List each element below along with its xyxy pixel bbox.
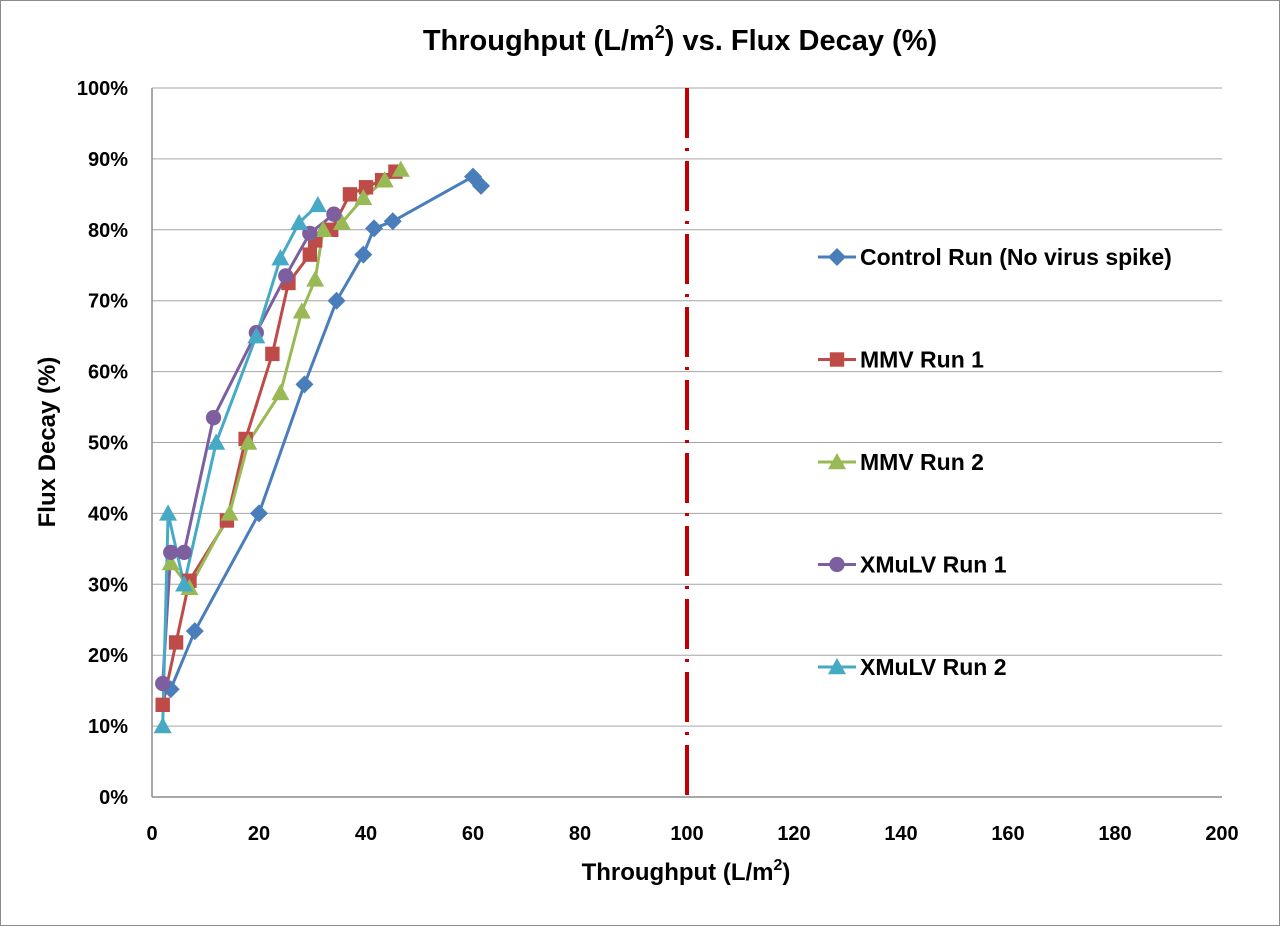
data-point — [829, 556, 845, 573]
y-tick-label: 60% — [88, 362, 128, 384]
data-point — [302, 247, 318, 262]
legend-label: MMV Run 2 — [860, 449, 984, 475]
x-tick-label: 140 — [884, 823, 917, 845]
data-point — [163, 544, 179, 561]
data-point — [375, 171, 394, 188]
y-tick-labels: 0% 10% 20% 30% 40% 50% 60% 70% 80% 90% 100% — [77, 78, 128, 809]
data-point — [391, 160, 410, 177]
y-tick-label: 20% — [88, 645, 128, 667]
data-point — [332, 213, 351, 230]
y-tick-label: 90% — [88, 149, 128, 171]
data-point — [365, 219, 384, 238]
data-point — [354, 245, 373, 264]
data-point — [828, 453, 846, 470]
data-point — [472, 176, 491, 195]
x-tick-label: 200 — [1205, 823, 1238, 845]
data-point — [828, 658, 846, 675]
data-point — [306, 270, 325, 287]
data-point — [250, 504, 268, 523]
data-point — [159, 504, 178, 521]
data-point — [161, 554, 180, 571]
x-tick-label: 80 — [569, 823, 591, 845]
data-point — [168, 635, 184, 650]
data-point — [292, 302, 311, 319]
series-line — [169, 175, 483, 690]
data-point — [207, 433, 226, 450]
data-point — [247, 327, 266, 344]
legend-label: MMV Run 1 — [860, 347, 984, 373]
data-point — [155, 675, 171, 692]
y-tick-label: 30% — [88, 574, 128, 596]
data-point — [239, 433, 258, 450]
chart-title: Throughput (L/m2) vs. Flux Decay (%) — [423, 22, 937, 57]
x-tick-labels: 0 20 40 60 80 100 120 140 160 180 200 — [146, 823, 1238, 845]
x-tick-label: 100 — [670, 823, 703, 845]
y-tick-label: 100% — [77, 78, 128, 100]
y-tick-label: 80% — [88, 220, 128, 242]
series-line — [169, 168, 402, 590]
y-tick-label: 50% — [88, 433, 128, 455]
data-point — [175, 575, 194, 592]
data-point — [326, 206, 342, 222]
x-tick-label: 0 — [146, 823, 157, 845]
data-point — [290, 213, 309, 230]
x-tick-label: 20 — [248, 823, 270, 845]
series-markers — [153, 160, 491, 734]
data-point — [155, 697, 170, 713]
x-tick-label: 120 — [777, 823, 810, 845]
y-tick-label: 40% — [88, 503, 128, 525]
x-tick-label: 160 — [991, 823, 1024, 845]
data-point — [278, 268, 294, 284]
data-point — [308, 195, 327, 213]
data-point — [314, 220, 333, 237]
data-point — [358, 180, 374, 195]
data-point — [271, 383, 290, 401]
data-point — [185, 622, 204, 641]
legend-label: Control Run (No virus spike) — [860, 244, 1172, 270]
x-axis-label: Throughput (L/m2) — [582, 857, 791, 886]
data-point — [342, 187, 358, 202]
x-tick-label: 180 — [1098, 823, 1131, 845]
axes — [151, 88, 1222, 798]
data-point — [829, 352, 845, 367]
data-point — [354, 188, 373, 206]
data-point — [383, 212, 402, 231]
data-point — [271, 249, 290, 266]
x-tick-label: 40 — [355, 823, 377, 845]
y-tick-label: 0% — [99, 787, 128, 809]
data-point — [220, 504, 239, 521]
data-point — [176, 544, 192, 561]
legend-label: XMuLV Run 1 — [860, 552, 1007, 578]
legend-label: XMuLV Run 2 — [860, 654, 1007, 680]
y-tick-label: 70% — [88, 291, 128, 313]
x-tick-label: 60 — [462, 823, 484, 845]
data-point — [153, 717, 172, 734]
data-point — [205, 410, 222, 426]
y-tick-label: 10% — [88, 716, 128, 738]
data-point — [828, 248, 846, 266]
legend: Control Run (No virus spike) MMV Run 1 MMV… — [818, 244, 1172, 680]
data-point — [327, 291, 346, 310]
data-point — [295, 375, 314, 394]
y-axis-label: Flux Decay (%) — [34, 357, 61, 528]
data-point — [265, 346, 280, 362]
